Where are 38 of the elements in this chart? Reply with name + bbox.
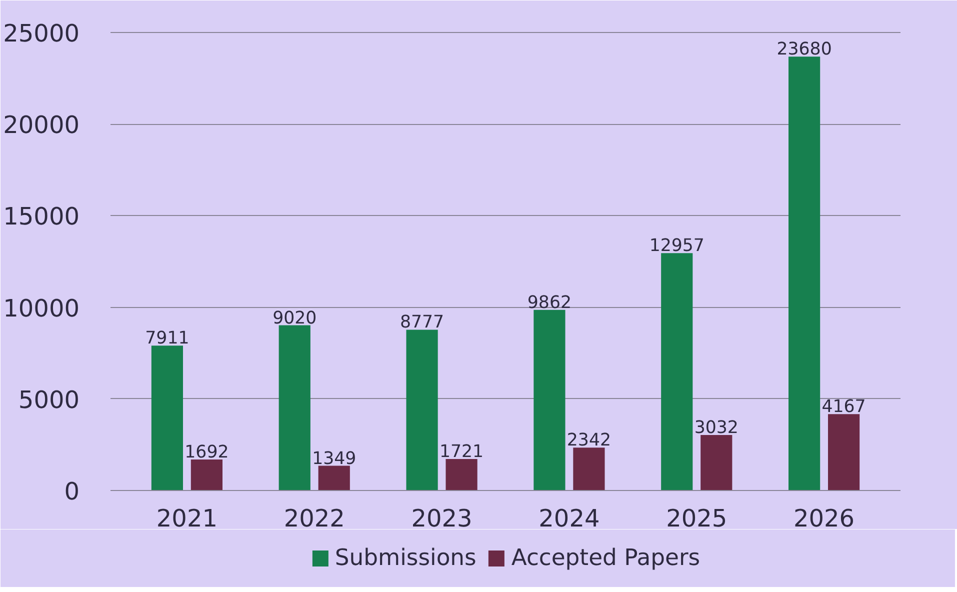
data-label: 9862: [527, 292, 572, 313]
data-label: 9020: [272, 308, 317, 328]
y-tick-label: 25000: [3, 20, 80, 48]
bar: [446, 458, 478, 490]
bar: [190, 460, 222, 490]
data-label: 7911: [145, 328, 190, 349]
x-tick-label: 2023: [411, 504, 472, 532]
data-label: 1692: [184, 442, 229, 463]
data-label: 2342: [566, 430, 612, 451]
bar: [788, 56, 820, 490]
bar: [661, 253, 693, 490]
y-tick-label: 5000: [18, 386, 80, 414]
legend-label: Accepted Papers: [511, 545, 700, 571]
data-label: 4167: [822, 397, 866, 418]
y-tick-label: 0: [64, 478, 80, 506]
y-tick-label: 10000: [3, 294, 80, 322]
data-label: 12957: [649, 236, 704, 256]
data-label: 23680: [776, 40, 832, 60]
bar: [700, 434, 732, 490]
bar: [318, 466, 350, 490]
x-tick-label: 2024: [538, 504, 600, 532]
bar: [278, 325, 310, 490]
x-tick-label: 2025: [666, 504, 728, 532]
data-label: 1349: [312, 448, 356, 469]
y-tick-label: 20000: [3, 111, 80, 140]
x-tick-label: 2026: [794, 504, 855, 532]
bar: [534, 310, 566, 490]
x-tick-label: 2021: [156, 504, 218, 532]
data-label: 1721: [439, 442, 484, 462]
data-label: 8777: [400, 312, 444, 333]
legend-label: Submissions: [334, 545, 476, 571]
bar: [406, 330, 438, 490]
x-tick-label: 2022: [284, 504, 345, 532]
bar: [151, 346, 183, 490]
bar: [828, 414, 860, 490]
y-tick-label: 15000: [3, 202, 80, 231]
bar: [573, 448, 605, 490]
data-label: 3032: [694, 418, 738, 438]
